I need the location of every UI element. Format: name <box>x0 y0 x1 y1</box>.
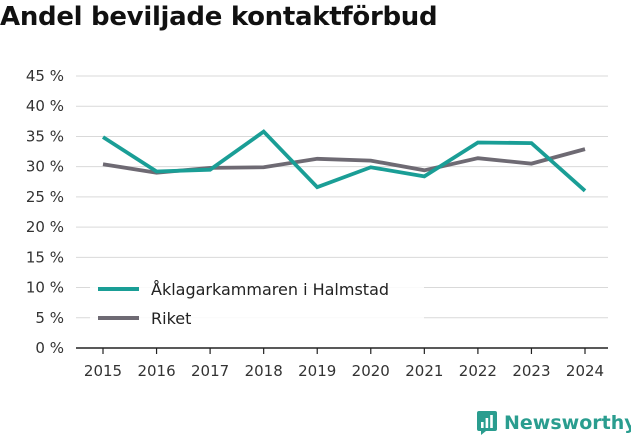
y-tick-label: 0 % <box>35 339 64 357</box>
y-tick-label: 10 % <box>26 279 64 297</box>
brand-logo: Newsworthy <box>476 408 631 438</box>
y-tick-label: 15 % <box>26 248 64 266</box>
x-axis-ticks: 2015 2016 2017 2018 2019 2020 2021 2022 2023 2024 <box>84 348 604 380</box>
newsworthy-logo-icon <box>477 411 497 435</box>
legend-label: Riket <box>151 309 191 328</box>
x-tick-label: 2023 <box>512 362 550 380</box>
y-axis-ticks: 0 % 5 % 10 % 15 % 20 % 25 % 30 % 35 % 40 % 45 % <box>26 67 64 357</box>
legend-background <box>90 272 424 322</box>
y-tick-label: 40 % <box>26 97 64 115</box>
series-lines <box>101 129 587 193</box>
x-tick-label: 2016 <box>137 362 175 380</box>
x-tick-label: 2019 <box>298 362 336 380</box>
y-tick-label: 45 % <box>26 67 64 85</box>
x-tick-label: 2017 <box>191 362 229 380</box>
y-tick-label: 35 % <box>26 127 64 145</box>
series-line-0 <box>101 129 587 193</box>
x-tick-label: 2020 <box>352 362 390 380</box>
x-tick-label: 2018 <box>245 362 283 380</box>
x-tick-label: 2021 <box>405 362 443 380</box>
y-tick-label: 30 % <box>26 158 64 176</box>
x-tick-label: 2015 <box>84 362 122 380</box>
legend-label: Åklagarkammaren i Halmstad <box>151 280 389 299</box>
chart-title: Andel beviljade kontaktförbud <box>0 2 438 32</box>
y-tick-label: 20 % <box>26 218 64 236</box>
y-tick-label: 5 % <box>35 309 64 327</box>
x-tick-label: 2022 <box>459 362 497 380</box>
y-tick-label: 25 % <box>26 188 64 206</box>
legend: Åklagarkammaren i Halmstad Riket <box>90 272 424 328</box>
x-tick-label: 2024 <box>566 362 604 380</box>
brand-name: Newsworthy <box>504 412 631 434</box>
